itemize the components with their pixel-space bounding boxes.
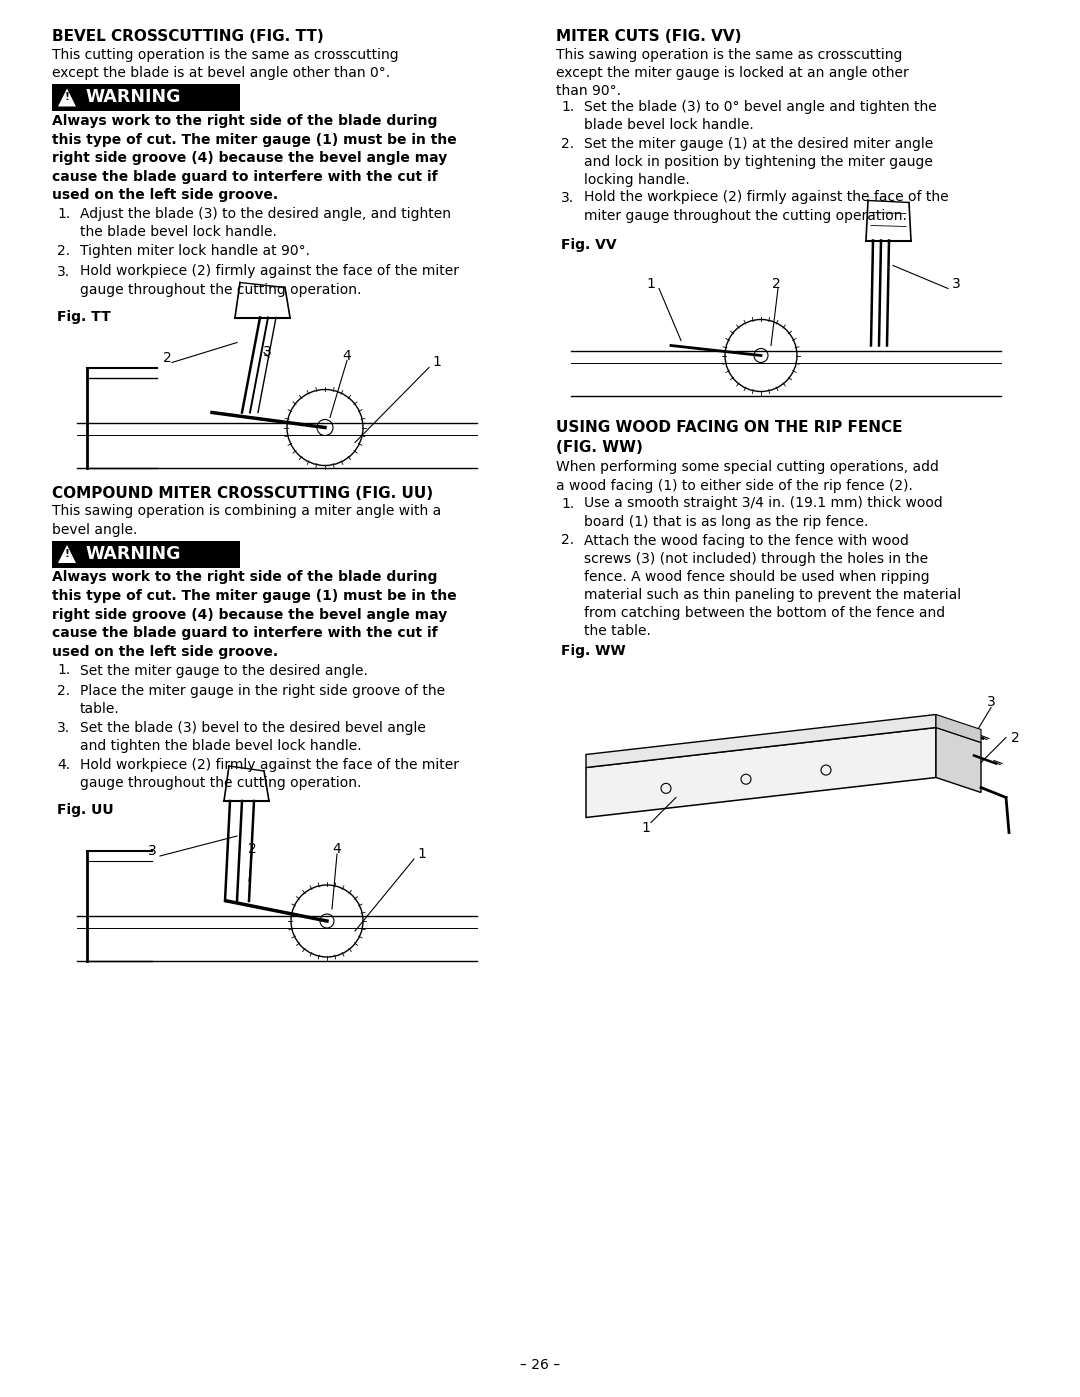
Text: Hold the workpiece (2) firmly against the face of the
miter gauge throughout the: Hold the workpiece (2) firmly against th… bbox=[584, 190, 948, 222]
Text: 1.: 1. bbox=[561, 496, 575, 510]
Text: 2: 2 bbox=[771, 277, 781, 291]
Text: 2.: 2. bbox=[561, 534, 575, 548]
Text: WARNING: WARNING bbox=[85, 545, 180, 563]
Polygon shape bbox=[58, 545, 76, 563]
Text: When performing some special cutting operations, add
a wood facing (1) to either: When performing some special cutting ope… bbox=[556, 461, 939, 493]
Text: Set the miter gauge (1) at the desired miter angle
and lock in position by tight: Set the miter gauge (1) at the desired m… bbox=[584, 137, 933, 187]
Polygon shape bbox=[936, 714, 981, 742]
Text: Use a smooth straight 3/4 in. (19.1 mm) thick wood
board (1) that is as long as : Use a smooth straight 3/4 in. (19.1 mm) … bbox=[584, 496, 943, 528]
Text: Hold workpiece (2) firmly against the face of the miter
gauge throughout the cut: Hold workpiece (2) firmly against the fa… bbox=[80, 264, 459, 296]
Text: This sawing operation is the same as crosscutting
except the miter gauge is lock: This sawing operation is the same as cro… bbox=[556, 47, 908, 98]
Text: Set the blade (3) bevel to the desired bevel angle
and tighten the blade bevel l: Set the blade (3) bevel to the desired b… bbox=[80, 721, 426, 753]
Text: This cutting operation is the same as crosscutting
except the blade is at bevel : This cutting operation is the same as cr… bbox=[52, 47, 399, 80]
Text: 2: 2 bbox=[163, 351, 172, 365]
Text: WARNING: WARNING bbox=[85, 88, 180, 106]
FancyBboxPatch shape bbox=[52, 84, 240, 110]
Text: 1: 1 bbox=[418, 847, 427, 861]
Text: 2.: 2. bbox=[57, 244, 70, 258]
Polygon shape bbox=[586, 728, 936, 817]
Text: Fig. VV: Fig. VV bbox=[561, 237, 617, 251]
Text: 3: 3 bbox=[148, 844, 157, 858]
Text: 3.: 3. bbox=[57, 721, 70, 735]
Text: This sawing operation is combining a miter angle with a
bevel angle.: This sawing operation is combining a mit… bbox=[52, 504, 442, 536]
Text: Always work to the right side of the blade during
this type of cut. The miter ga: Always work to the right side of the bla… bbox=[52, 115, 457, 203]
Text: !: ! bbox=[65, 92, 69, 102]
Text: Adjust the blade (3) to the desired angle, and tighten
the blade bevel lock hand: Adjust the blade (3) to the desired angl… bbox=[80, 207, 451, 239]
Text: 1.: 1. bbox=[57, 207, 70, 221]
Text: !: ! bbox=[65, 549, 69, 559]
Text: 4: 4 bbox=[333, 842, 341, 856]
Text: Fig. UU: Fig. UU bbox=[57, 803, 113, 817]
Polygon shape bbox=[586, 714, 936, 767]
Text: Attach the wood facing to the fence with wood
screws (3) (not included) through : Attach the wood facing to the fence with… bbox=[584, 534, 961, 638]
Text: Tighten miter lock handle at 90°.: Tighten miter lock handle at 90°. bbox=[80, 244, 310, 258]
Text: 3.: 3. bbox=[57, 264, 70, 278]
Text: 1: 1 bbox=[647, 277, 656, 291]
Text: 2.: 2. bbox=[57, 685, 70, 698]
Text: Fig. WW: Fig. WW bbox=[561, 644, 625, 658]
Text: Always work to the right side of the blade during
this type of cut. The miter ga: Always work to the right side of the bla… bbox=[52, 570, 457, 659]
Text: 1.: 1. bbox=[561, 101, 575, 115]
Text: Set the blade (3) to 0° bevel angle and tighten the
blade bevel lock handle.: Set the blade (3) to 0° bevel angle and … bbox=[584, 101, 936, 133]
Text: USING WOOD FACING ON THE RIP FENCE
(FIG. WW): USING WOOD FACING ON THE RIP FENCE (FIG.… bbox=[556, 420, 903, 455]
Text: 3: 3 bbox=[987, 696, 996, 710]
Text: Fig. TT: Fig. TT bbox=[57, 310, 111, 324]
Text: 1: 1 bbox=[642, 820, 650, 834]
Text: MITER CUTS (FIG. VV): MITER CUTS (FIG. VV) bbox=[556, 29, 742, 43]
Text: Set the miter gauge to the desired angle.: Set the miter gauge to the desired angle… bbox=[80, 664, 368, 678]
Text: COMPOUND MITER CROSSCUTTING (FIG. UU): COMPOUND MITER CROSSCUTTING (FIG. UU) bbox=[52, 486, 433, 500]
Text: 4: 4 bbox=[342, 348, 351, 362]
Text: BEVEL CROSSCUTTING (FIG. TT): BEVEL CROSSCUTTING (FIG. TT) bbox=[52, 29, 324, 43]
Text: – 26 –: – 26 – bbox=[519, 1358, 561, 1372]
Text: 4.: 4. bbox=[57, 759, 70, 773]
Text: 1: 1 bbox=[433, 355, 442, 369]
Polygon shape bbox=[58, 88, 76, 106]
Text: 3: 3 bbox=[262, 345, 271, 359]
Text: 2.: 2. bbox=[561, 137, 575, 151]
Text: 1.: 1. bbox=[57, 664, 70, 678]
Text: Place the miter gauge in the right side groove of the
table.: Place the miter gauge in the right side … bbox=[80, 685, 445, 717]
FancyBboxPatch shape bbox=[52, 541, 240, 567]
Text: Hold workpiece (2) firmly against the face of the miter
gauge throughout the cut: Hold workpiece (2) firmly against the fa… bbox=[80, 759, 459, 791]
Text: 3.: 3. bbox=[561, 190, 575, 204]
Text: 3: 3 bbox=[951, 277, 960, 291]
Text: 2: 2 bbox=[247, 842, 256, 856]
Polygon shape bbox=[936, 728, 981, 792]
Text: 2: 2 bbox=[1011, 731, 1020, 745]
